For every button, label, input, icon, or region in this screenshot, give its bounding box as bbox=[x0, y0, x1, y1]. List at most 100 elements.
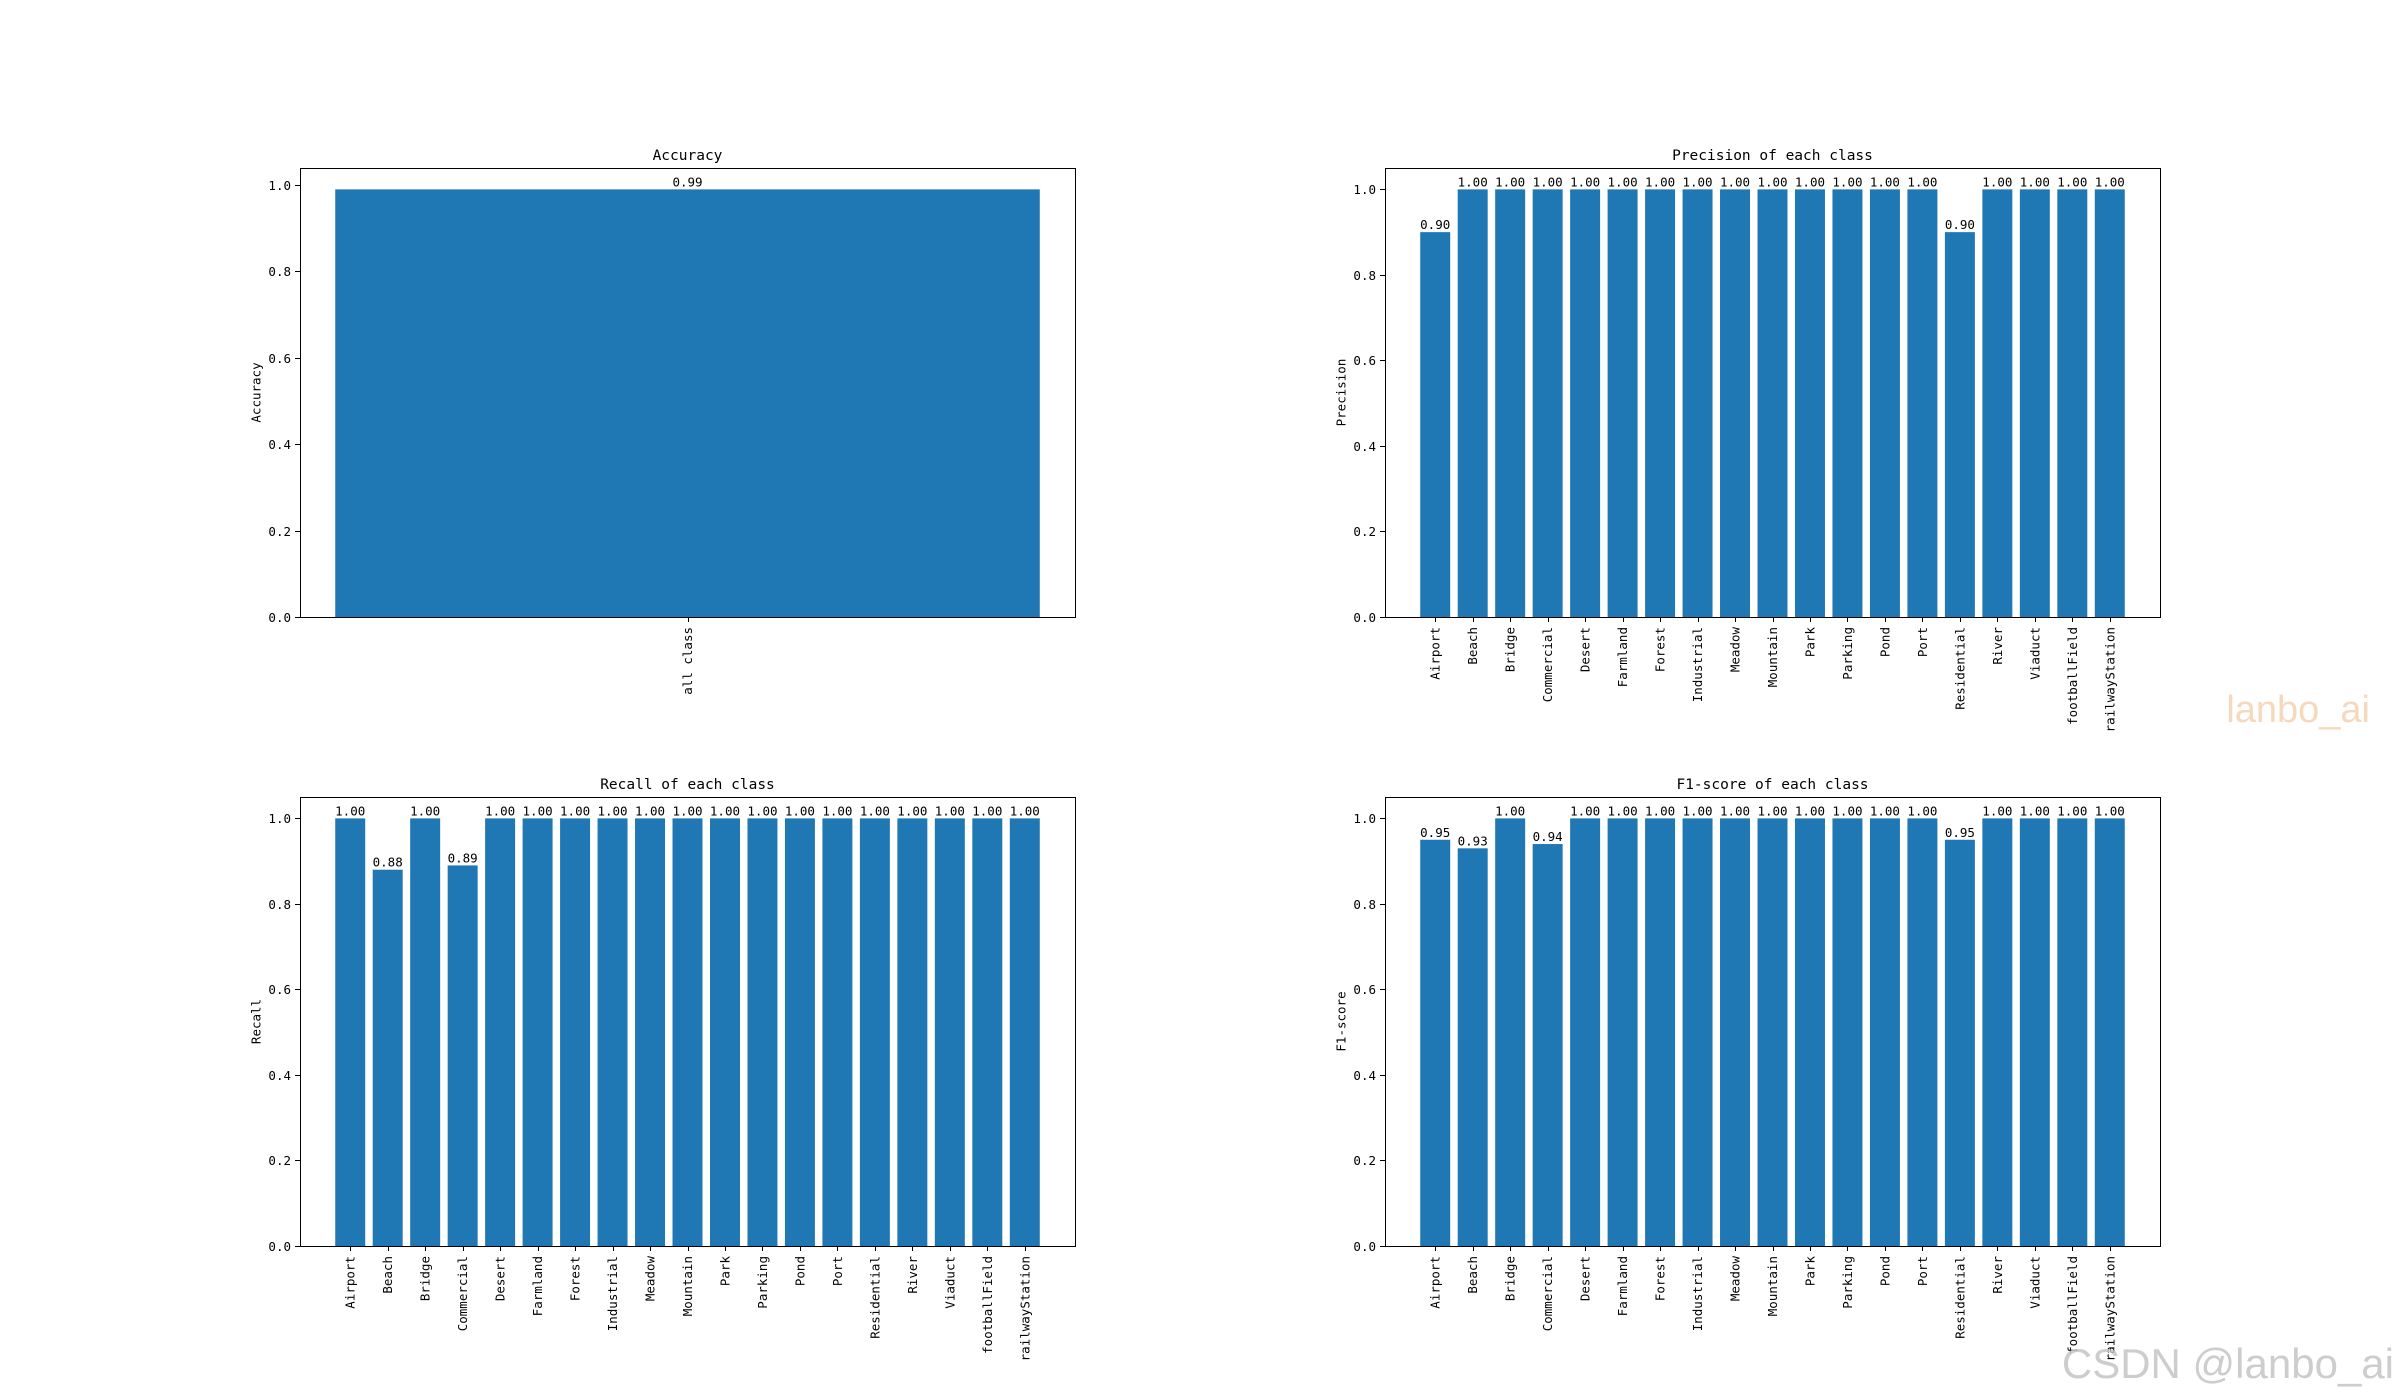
y-tick-label: 0.0 bbox=[1353, 1239, 1376, 1254]
bar-value-label: 0.94 bbox=[1533, 829, 1563, 844]
bar-value-label: 1.00 bbox=[747, 803, 777, 818]
x-tick-label: railwayStation bbox=[2102, 1256, 2117, 1361]
x-tick-label: Port bbox=[1915, 627, 1930, 657]
bar bbox=[709, 818, 740, 1246]
bar-value-label: 1.00 bbox=[635, 803, 665, 818]
x-tick-label: Mountain bbox=[680, 1256, 695, 1316]
bar-value-label: 1.00 bbox=[2095, 803, 2125, 818]
bar-value-label: 1.00 bbox=[2020, 803, 2050, 818]
precision-chart: 0.90 1.00 1.00 1.00 1.00 1.00 1.00 1.00 1.00 1.0 0… bbox=[1334, 148, 2161, 732]
x-tick-label: Park bbox=[1802, 1256, 1817, 1287]
x-tick-label: Parking bbox=[1840, 627, 1855, 680]
bar-value-label: 1.00 bbox=[1495, 803, 1525, 818]
x-tick-label: Farmland bbox=[530, 1256, 545, 1316]
x-tick-label: Port bbox=[830, 1256, 845, 1286]
y-tick-label: 0.6 bbox=[268, 982, 291, 997]
y-tick-label: 0.4 bbox=[268, 1068, 291, 1083]
bar bbox=[1420, 232, 1451, 617]
x-tick-label: Beach bbox=[1465, 627, 1480, 665]
bar bbox=[1720, 818, 1751, 1246]
bar-value-label: 1.00 bbox=[1570, 174, 1600, 189]
x-tick-label: River bbox=[1990, 627, 2005, 665]
bar bbox=[672, 818, 703, 1246]
bar-value-label: 1.00 bbox=[2020, 174, 2050, 189]
bar-value-label: 0.89 bbox=[448, 850, 478, 865]
y-tick-label: 0.8 bbox=[268, 897, 291, 912]
bar-value-label: 1.00 bbox=[1458, 174, 1488, 189]
bar-value-label: 1.00 bbox=[560, 803, 590, 818]
x-tick-label: Commercial bbox=[455, 1256, 470, 1331]
x-tick-label: railwayStation bbox=[2102, 627, 2117, 732]
x-tick-label: Bridge bbox=[1503, 627, 1518, 672]
x-tick-label: all class bbox=[680, 627, 695, 695]
y-tick-label: 1.0 bbox=[1353, 182, 1376, 197]
y-tick-label: 0.0 bbox=[1353, 610, 1376, 625]
bar bbox=[1757, 818, 1788, 1246]
bar bbox=[2057, 818, 2088, 1246]
watermark-lanbo: lanbo_ai bbox=[2226, 689, 2370, 731]
x-tick-label: Meadow bbox=[643, 1256, 658, 1302]
bar bbox=[2019, 818, 2050, 1246]
bar-value-label: 1.00 bbox=[1682, 803, 1712, 818]
bar-value-label: 1.00 bbox=[523, 803, 553, 818]
bar-value-label: 1.00 bbox=[1757, 803, 1787, 818]
x-tick-label: Farmland bbox=[1615, 1256, 1630, 1316]
x-tick-label: Bridge bbox=[418, 1256, 433, 1301]
x-tick-label: Meadow bbox=[1728, 1256, 1743, 1302]
x-tick-label: Parking bbox=[1840, 1256, 1855, 1309]
bar bbox=[1794, 818, 1825, 1246]
bar bbox=[1869, 818, 1900, 1246]
bar-value-label: 1.00 bbox=[1720, 803, 1750, 818]
bar bbox=[1682, 818, 1713, 1246]
bar bbox=[335, 189, 1040, 617]
x-tick-label: Forest bbox=[568, 1256, 583, 1301]
bar bbox=[1607, 189, 1638, 617]
x-tick-label: Residential bbox=[1952, 1256, 1967, 1339]
x-tick-label: Port bbox=[1915, 1256, 1930, 1286]
bar bbox=[2019, 189, 2050, 617]
bar-value-label: 1.00 bbox=[410, 803, 440, 818]
bar-value-label: 1.00 bbox=[1907, 803, 1937, 818]
bar-value-label: 0.99 bbox=[672, 174, 702, 189]
y-axis-label: Precision bbox=[1334, 359, 1349, 427]
bar-value-label: 1.00 bbox=[1982, 803, 2012, 818]
bar bbox=[1757, 189, 1788, 617]
y-tick-label: 0.8 bbox=[1353, 268, 1376, 283]
x-tick-label: Commercial bbox=[1540, 1256, 1555, 1331]
chart-title: Precision of each class bbox=[1672, 148, 1873, 164]
x-tick-label: Meadow bbox=[1728, 627, 1743, 673]
bar-value-label: 1.00 bbox=[1757, 174, 1787, 189]
x-tick-label: Viaduct bbox=[942, 1256, 957, 1309]
x-tick-label: Mountain bbox=[1765, 627, 1780, 687]
bar-value-label: 1.00 bbox=[860, 803, 890, 818]
x-tick-label: River bbox=[905, 1256, 920, 1294]
bar bbox=[1570, 818, 1601, 1246]
x-tick-label: Industrial bbox=[605, 1256, 620, 1331]
bar bbox=[1944, 232, 1975, 617]
bar-value-label: 1.00 bbox=[1982, 174, 2012, 189]
bar bbox=[2094, 189, 2125, 617]
bar-value-label: 1.00 bbox=[1570, 803, 1600, 818]
x-tick-label: Farmland bbox=[1615, 627, 1630, 687]
bar-value-label: 1.00 bbox=[1832, 803, 1862, 818]
bar-value-label: 1.00 bbox=[785, 803, 815, 818]
x-tick-label: Commercial bbox=[1540, 627, 1555, 702]
bar bbox=[522, 818, 553, 1246]
x-tick-label: Industrial bbox=[1690, 627, 1705, 702]
f1-score-chart: 0.950.931.000.941.00 1.00 1.00 1.00 1.00 1.00… bbox=[1334, 777, 2161, 1361]
watermark-csdn: CSDN @lanbo_ai bbox=[2062, 1340, 2394, 1387]
y-tick-label: 0.6 bbox=[1353, 982, 1376, 997]
bar-value-label: 1.00 bbox=[1870, 803, 1900, 818]
bar-value-label: 1.00 bbox=[1720, 174, 1750, 189]
bar bbox=[1607, 818, 1638, 1246]
y-tick-label: 0.8 bbox=[1353, 897, 1376, 912]
bar-value-label: 0.95 bbox=[1945, 825, 1975, 840]
bar-value-label: 1.00 bbox=[2057, 174, 2087, 189]
bar-value-label: 1.00 bbox=[1832, 174, 1862, 189]
bar-value-label: 0.90 bbox=[1945, 217, 1975, 232]
y-tick-label: 1.0 bbox=[268, 811, 291, 826]
bar bbox=[1907, 818, 1938, 1246]
y-axis-label: F1-score bbox=[1334, 991, 1349, 1051]
bar bbox=[822, 818, 853, 1246]
bar bbox=[485, 818, 516, 1246]
